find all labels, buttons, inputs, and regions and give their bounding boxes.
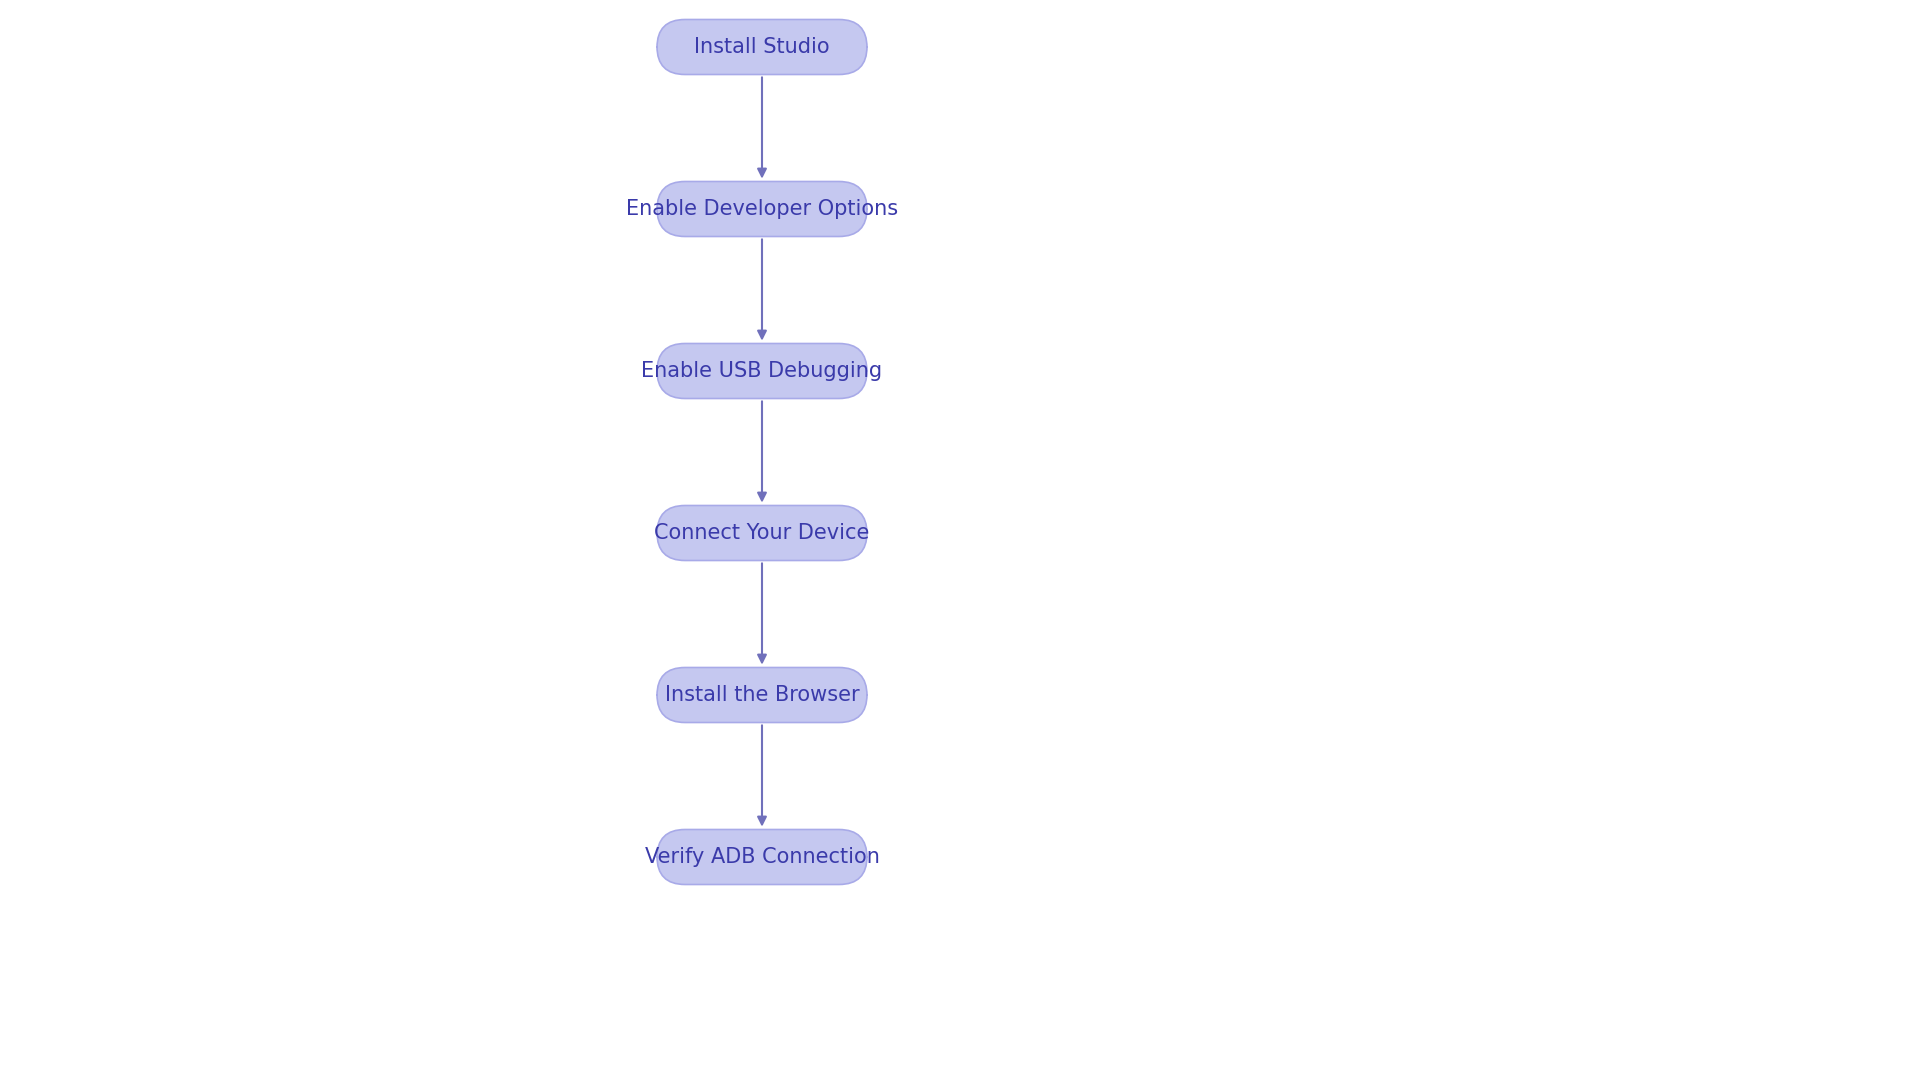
- Text: Verify ADB Connection: Verify ADB Connection: [645, 847, 879, 867]
- FancyBboxPatch shape: [657, 182, 868, 236]
- FancyBboxPatch shape: [657, 667, 868, 722]
- Text: Install the Browser: Install the Browser: [664, 686, 860, 705]
- FancyBboxPatch shape: [657, 19, 868, 75]
- Text: Enable USB Debugging: Enable USB Debugging: [641, 361, 883, 381]
- Text: Install Studio: Install Studio: [695, 37, 829, 57]
- FancyBboxPatch shape: [657, 830, 868, 885]
- FancyBboxPatch shape: [657, 506, 868, 561]
- FancyBboxPatch shape: [657, 343, 868, 399]
- Text: Enable Developer Options: Enable Developer Options: [626, 199, 899, 219]
- Text: Connect Your Device: Connect Your Device: [655, 523, 870, 543]
